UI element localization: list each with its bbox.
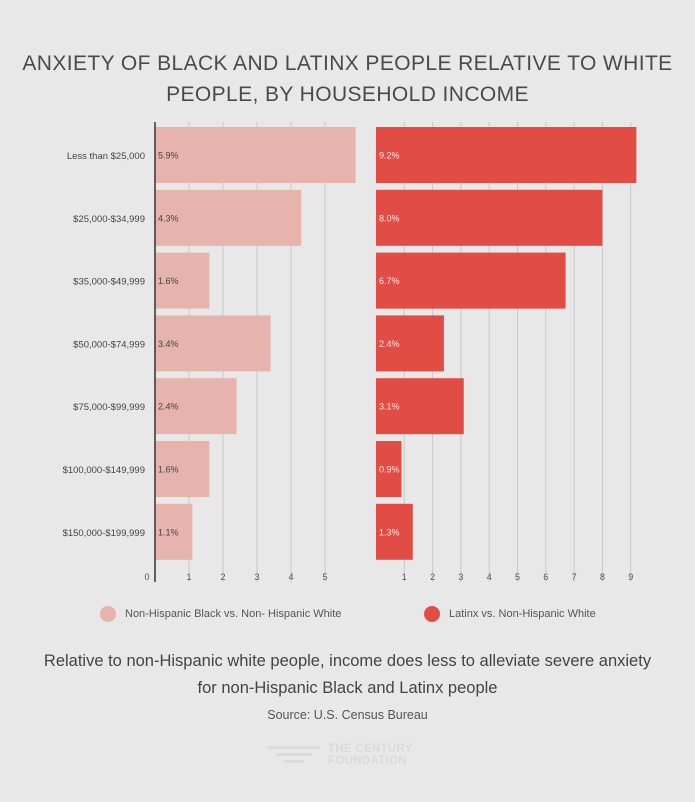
tick-label: 1 bbox=[186, 572, 191, 582]
subtitle-line-1: Relative to non-Hispanic white people, i… bbox=[43, 652, 652, 670]
data-label: 0.9% bbox=[379, 465, 400, 475]
tick-label: 4 bbox=[487, 572, 492, 582]
chart-title-line-2: PEOPLE, BY HOUSEHOLD INCOME bbox=[166, 83, 529, 106]
bar bbox=[376, 315, 444, 372]
tick-label: 3 bbox=[458, 572, 463, 582]
data-label: 1.6% bbox=[158, 276, 179, 286]
legend-black: Non-Hispanic Black vs. Non- Hispanic Whi… bbox=[100, 606, 341, 622]
brand-logo-icon bbox=[268, 746, 320, 763]
data-label: 1.3% bbox=[379, 527, 400, 537]
category-label: $50,000-$74,999 bbox=[73, 339, 145, 350]
tick-label: 0 bbox=[144, 572, 149, 582]
data-label: 4.3% bbox=[158, 213, 179, 223]
legend-latinx-swatch bbox=[424, 606, 440, 622]
category-label: $35,000-$49,999 bbox=[73, 277, 145, 288]
bar bbox=[155, 189, 302, 246]
tick-label: 9 bbox=[628, 572, 633, 582]
bar bbox=[155, 127, 356, 183]
tick-label: 5 bbox=[322, 572, 327, 582]
bar bbox=[155, 441, 210, 497]
tick-label: 5 bbox=[515, 572, 520, 582]
category-label: $150,000-$199,999 bbox=[63, 528, 145, 539]
bar bbox=[376, 252, 566, 309]
tick-label: 2 bbox=[220, 572, 225, 582]
chart-title-line-1: ANXIETY OF BLACK AND LATINX PEOPLE RELAT… bbox=[22, 52, 673, 75]
data-label: 2.4% bbox=[158, 402, 179, 412]
brand-logo: THE CENTURY FOUNDATION bbox=[268, 740, 413, 770]
bar bbox=[155, 378, 237, 435]
brand-line-1: THE CENTURY bbox=[328, 743, 413, 755]
bar bbox=[376, 441, 402, 497]
chart-subtitle: Relative to non-Hispanic white people, i… bbox=[0, 648, 695, 702]
category-label: $25,000-$34,999 bbox=[73, 214, 145, 225]
data-label: 3.1% bbox=[379, 402, 400, 412]
legend-latinx-label: Latinx vs. Non-Hispanic White bbox=[449, 608, 596, 620]
data-label: 9.2% bbox=[379, 151, 400, 161]
bar bbox=[376, 378, 464, 435]
bar bbox=[155, 503, 193, 560]
chart-title: ANXIETY OF BLACK AND LATINX PEOPLE RELAT… bbox=[0, 48, 695, 110]
bar bbox=[155, 315, 271, 372]
tick-label: 7 bbox=[572, 572, 577, 582]
tick-label: 3 bbox=[254, 572, 259, 582]
tick-label: 8 bbox=[600, 572, 605, 582]
data-label: 3.4% bbox=[158, 339, 179, 349]
tick-label: 6 bbox=[543, 572, 548, 582]
category-label: $100,000-$149,999 bbox=[63, 465, 145, 476]
data-label: 1.1% bbox=[158, 527, 179, 537]
bar bbox=[376, 127, 637, 183]
brand-line-2: FOUNDATION bbox=[328, 755, 407, 767]
data-label: 5.9% bbox=[158, 151, 179, 161]
legend-black-label: Non-Hispanic Black vs. Non- Hispanic Whi… bbox=[125, 608, 342, 620]
tick-label: 4 bbox=[288, 572, 293, 582]
data-label: 8.0% bbox=[379, 213, 400, 223]
bar bbox=[376, 189, 603, 246]
bar-chart: Less than $25,000 $25,000-$34,999 $35,000-… bbox=[63, 122, 637, 582]
data-label: 6.7% bbox=[379, 276, 400, 286]
legend-latinx: Latinx vs. Non-Hispanic White bbox=[424, 606, 596, 622]
tick-label: 1 bbox=[402, 572, 407, 582]
tick-label: 2 bbox=[430, 572, 435, 582]
data-label: 1.6% bbox=[158, 465, 179, 475]
bar bbox=[155, 252, 210, 309]
subtitle-line-2: for non-Hispanic Black and Latinx people bbox=[197, 679, 498, 697]
category-label: Less than $25,000 bbox=[67, 151, 145, 162]
bar bbox=[376, 503, 413, 560]
legend-black-swatch bbox=[100, 606, 116, 622]
category-label: $75,000-$99,999 bbox=[73, 402, 145, 413]
source-note: Source: U.S. Census Bureau bbox=[267, 708, 428, 722]
data-label: 2.4% bbox=[379, 339, 400, 349]
